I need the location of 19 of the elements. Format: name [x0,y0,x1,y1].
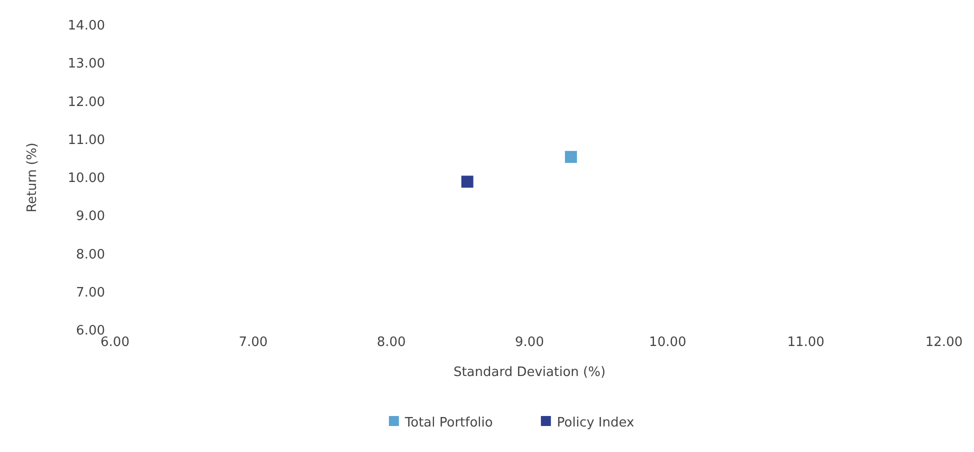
y-tick-label: 11.00 [68,132,105,148]
y-tick-label: 14.00 [68,18,105,34]
legend-label: Policy Index [556,416,635,431]
y-tick-label: 10.00 [68,171,105,186]
legend-label: Total Portfolio [404,416,493,431]
y-tick-label: 12.00 [68,94,105,110]
y-axis-title: Return (%) [25,142,40,212]
x-tick-label: 12.00 [925,335,963,350]
y-tick-label: 8.00 [76,247,105,262]
x-tick-label: 9.00 [515,335,544,350]
y-tick-label: 13.00 [68,56,105,72]
x-tick-label: 8.00 [376,335,406,350]
x-tick-label: 7.00 [238,335,268,350]
x-tick-label: 6.00 [100,335,130,350]
x-tick-label: 11.00 [787,335,824,350]
y-tick-label: 7.00 [76,285,105,300]
x-axis-title: Standard Deviation (%) [453,365,606,380]
y-tick-label: 9.00 [76,209,105,224]
x-tick-label: 10.00 [649,335,686,350]
